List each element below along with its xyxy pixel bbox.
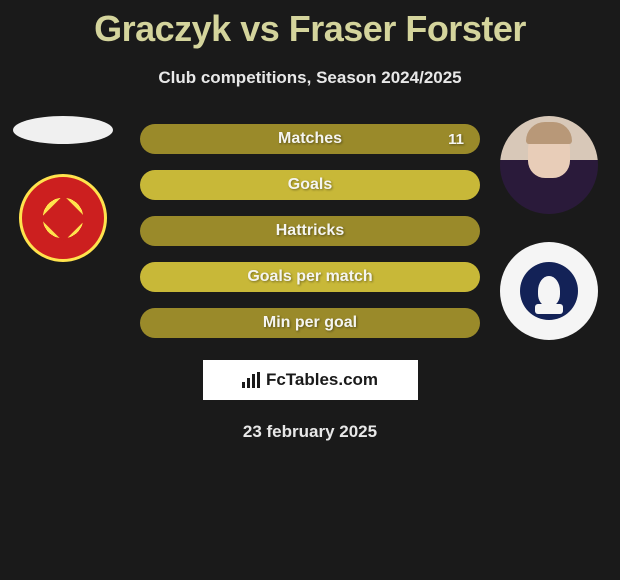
club-badge-right (500, 242, 598, 340)
attribution-text: FcTables.com (266, 370, 378, 390)
stat-label: Hattricks (276, 222, 344, 240)
stat-label: Matches (278, 130, 342, 148)
stat-label: Goals per match (247, 268, 372, 286)
stat-label: Min per goal (263, 314, 357, 332)
player-left-photo (13, 116, 113, 144)
page-title: Graczyk vs Fraser Forster (0, 0, 620, 50)
stat-row-goals-per-match: Goals per match (140, 262, 480, 292)
stat-value-right: 11 (448, 131, 464, 148)
player-right-photo (500, 116, 598, 214)
stat-row-min-per-goal: Min per goal (140, 308, 480, 338)
chart-icon (242, 372, 260, 388)
player-right-column (494, 116, 604, 340)
club-badge-left (19, 174, 107, 262)
player-left-column (8, 116, 118, 262)
stat-row-matches: Matches 11 (140, 124, 480, 154)
attribution-box: FcTables.com (203, 360, 418, 400)
stat-row-goals: Goals (140, 170, 480, 200)
date-label: 23 february 2025 (0, 422, 620, 442)
stat-bars: Matches 11 Goals Hattricks Goals per mat… (140, 116, 480, 338)
stat-row-hattricks: Hattricks (140, 216, 480, 246)
subtitle: Club competitions, Season 2024/2025 (0, 68, 620, 88)
stat-label: Goals (288, 176, 332, 194)
comparison-area: Matches 11 Goals Hattricks Goals per mat… (0, 116, 620, 442)
